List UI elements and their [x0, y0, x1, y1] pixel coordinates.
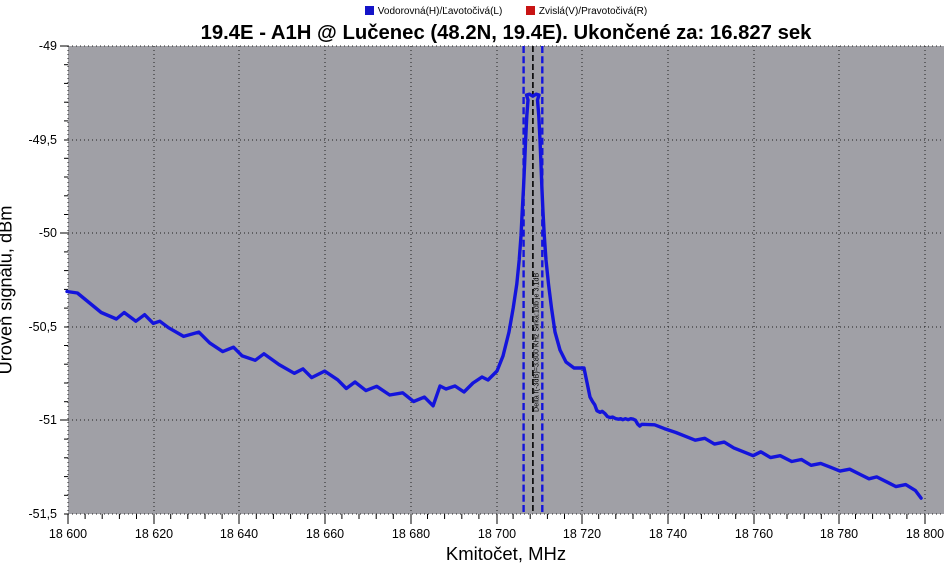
svg-text:-50: -50	[39, 226, 57, 240]
svg-text:18 700: 18 700	[478, 527, 516, 541]
svg-text:-50,5: -50,5	[29, 320, 58, 334]
svg-text:18 600: 18 600	[49, 527, 87, 541]
svg-text:18 740: 18 740	[649, 527, 687, 541]
svg-text:18 720: 18 720	[563, 527, 601, 541]
svg-text:18 760: 18 760	[735, 527, 773, 541]
svg-text:-51,5: -51,5	[29, 507, 58, 521]
svg-text:18 780: 18 780	[820, 527, 858, 541]
svg-text:-49,5: -49,5	[29, 133, 58, 147]
svg-text:18 620: 18 620	[135, 527, 173, 541]
svg-text:18 660: 18 660	[306, 527, 344, 541]
svg-text:18 680: 18 680	[392, 527, 430, 541]
svg-text:Delta f(-3dB)=3.800 KHz Sirka: Delta f(-3dB)=3.800 KHz Sirka:1db je 3.1…	[532, 273, 541, 412]
svg-text:-49: -49	[39, 39, 57, 53]
svg-text:-51: -51	[39, 413, 57, 427]
svg-text:18 640: 18 640	[220, 527, 258, 541]
svg-text:18 800: 18 800	[906, 527, 944, 541]
